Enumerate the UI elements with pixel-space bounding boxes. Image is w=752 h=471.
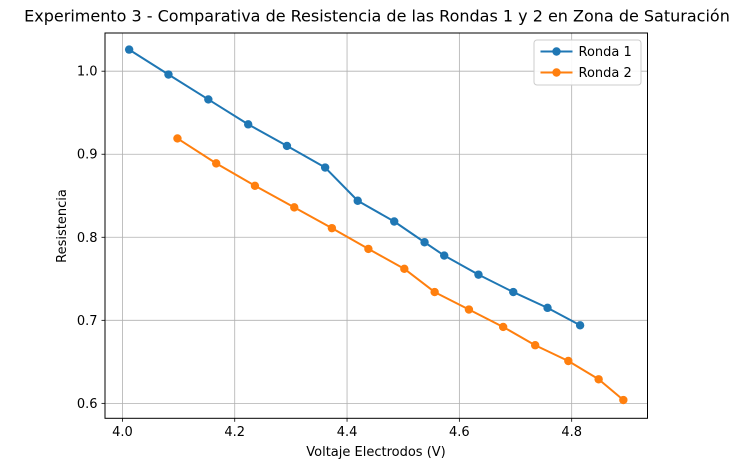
data-point-ronda-1	[509, 287, 518, 297]
data-point-ronda-1	[440, 251, 449, 260]
axes-frame	[104, 32, 648, 419]
data-point-ronda-1	[244, 120, 253, 129]
legend-marker-ronda-2	[552, 68, 561, 77]
x-tick-label-4.0: 4.0	[112, 425, 133, 440]
data-point-ronda-2	[364, 244, 373, 254]
y-tick-label-0.6: 0.6	[77, 397, 98, 412]
legend-label-ronda-2: Ronda 2	[579, 66, 632, 81]
data-point-ronda-2	[464, 305, 474, 314]
data-point-ronda-2	[594, 375, 603, 384]
data-point-ronda-2	[498, 322, 508, 332]
data-point-ronda-2	[530, 341, 540, 350]
data-point-ronda-1	[420, 238, 429, 247]
x-axis-label: Voltaje Electrodos (V)	[306, 445, 445, 460]
y-axis-label: Resistencia	[55, 189, 70, 263]
x-tick-label-4.2: 4.2	[224, 425, 245, 440]
data-point-ronda-2	[430, 287, 439, 297]
y-tick-label-1.0: 1.0	[77, 65, 98, 80]
data-point-ronda-1	[353, 196, 362, 205]
data-point-ronda-1	[164, 70, 173, 79]
legend-marker-ronda-1	[552, 47, 561, 56]
y-tick-label-0.8: 0.8	[77, 231, 98, 246]
data-point-ronda-2	[400, 264, 409, 274]
data-point-ronda-1	[124, 45, 134, 54]
data-point-ronda-1	[282, 141, 292, 151]
legend: Ronda 1 Ronda 2	[533, 39, 642, 86]
data-point-ronda-1	[320, 163, 330, 172]
data-point-ronda-2	[250, 181, 260, 190]
data-point-ronda-2	[619, 395, 628, 405]
series-line-ronda-1	[128, 48, 582, 327]
x-tick-label-4.8: 4.8	[561, 425, 582, 440]
y-tick-label-0.9: 0.9	[77, 148, 98, 163]
data-point-ronda-1	[543, 303, 552, 313]
data-point-ronda-2	[327, 223, 337, 233]
data-point-ronda-2	[290, 203, 299, 212]
data-point-ronda-1	[575, 321, 585, 330]
data-point-ronda-1	[474, 270, 483, 279]
series	[124, 45, 628, 405]
data-point-ronda-2	[211, 159, 221, 168]
series-line-ronda-2	[176, 137, 625, 402]
data-point-ronda-2	[173, 134, 182, 143]
legend-label-ronda-1: Ronda 1	[579, 45, 632, 60]
x-tick-label-4.6: 4.6	[449, 425, 470, 440]
y-tick-label-0.7: 0.7	[77, 314, 98, 329]
data-point-ronda-2	[564, 356, 573, 366]
data-point-ronda-1	[390, 217, 399, 226]
x-tick-label-4.4: 4.4	[337, 425, 358, 440]
chart-title: Experimento 3 - Comparativa de Resistenc…	[24, 7, 730, 26]
data-point-ronda-1	[204, 95, 213, 104]
ticks: 4.0 4.2 4.4 4.6 4.8 0.6 0.7 0.8 0.9 1.0	[77, 65, 582, 440]
